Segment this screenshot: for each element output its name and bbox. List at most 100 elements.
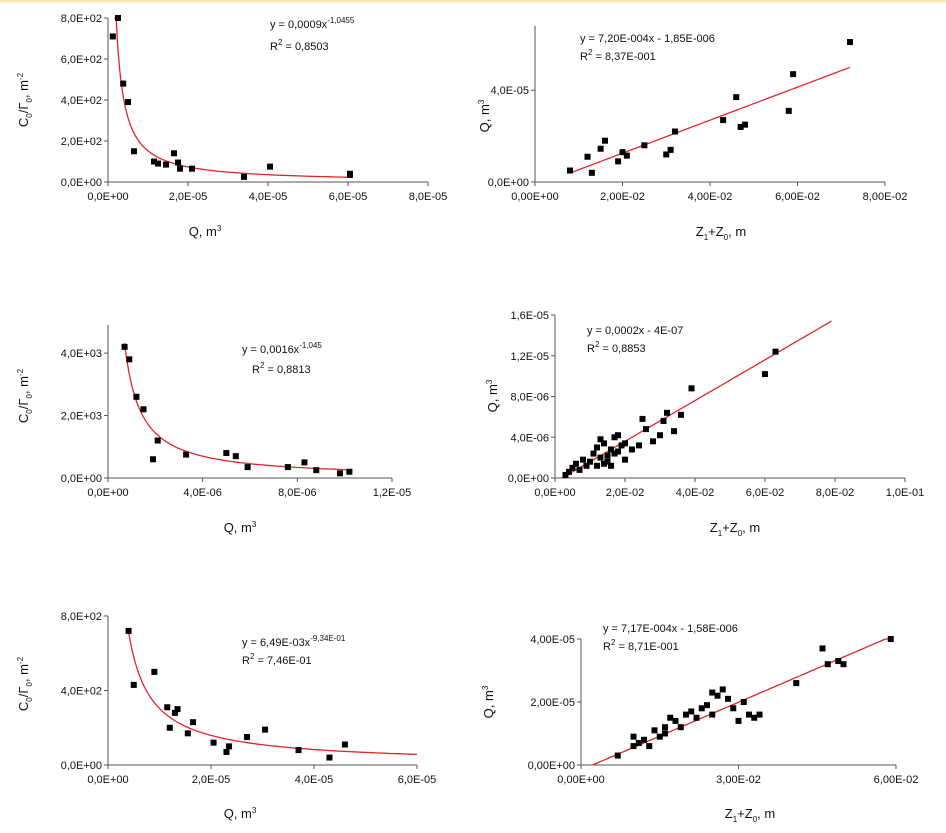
data-point <box>660 417 667 424</box>
data-point <box>125 99 131 106</box>
data-point <box>175 159 181 166</box>
data-point <box>184 730 191 737</box>
r-squared-label: R2 = 7,46E-01 <box>242 652 312 667</box>
data-point <box>677 724 684 731</box>
data-point <box>835 658 842 665</box>
data-point <box>725 695 731 702</box>
x-tick-label: 1,2E-05 <box>373 487 412 499</box>
data-point <box>597 436 604 443</box>
data-point <box>126 356 133 363</box>
data-point <box>847 39 853 46</box>
data-point <box>887 636 894 642</box>
data-point <box>623 152 630 159</box>
y-tick-label: 0,0E+00 <box>61 473 102 485</box>
data-point <box>587 458 593 465</box>
data-point <box>154 437 161 444</box>
x-tick-label: 6,0E-05 <box>329 191 368 203</box>
data-point <box>121 343 128 350</box>
data-point <box>155 160 161 167</box>
data-point <box>244 734 251 741</box>
r-squared-label: R2 = 0,8813 <box>252 361 311 376</box>
data-point <box>611 450 618 457</box>
data-point <box>646 743 653 750</box>
x-tick-label: 8,0E-05 <box>409 191 448 203</box>
trend-equation: y = 0,0016x-1,045 <box>242 341 322 356</box>
data-point <box>667 146 674 153</box>
x-axis-label: Q, m3 <box>224 806 257 821</box>
data-point <box>762 371 768 378</box>
y-tick-label: 0,0E+00 <box>61 177 102 189</box>
y-axis-label: Q, m3 <box>481 685 496 718</box>
data-point <box>164 704 171 711</box>
y-tick-label: 1,6E-05 <box>510 310 549 322</box>
y-tick-label: 6,0E+02 <box>61 54 102 66</box>
x-tick-label: 6,0E-02 <box>746 487 785 499</box>
data-point <box>301 459 308 466</box>
data-point <box>737 123 744 130</box>
top-border-line <box>0 0 946 2</box>
x-tick-label: 0,0E+00 <box>87 487 128 499</box>
data-point <box>347 170 353 177</box>
y-tick-label: 0,0E+00 <box>508 473 549 485</box>
data-point <box>597 145 604 152</box>
chart-panel-3: 0,0E+00 4,0E-06 8,0E-06 1,2E-05 0,0E+00 2,0E+… <box>0 300 473 540</box>
data-point <box>594 462 600 469</box>
data-point <box>672 128 678 135</box>
data-point <box>151 158 157 165</box>
trend-line <box>569 66 851 174</box>
data-point <box>730 705 737 712</box>
data-point <box>698 705 705 712</box>
data-point <box>166 724 173 731</box>
data-point <box>793 680 800 687</box>
x-axis-label: Q, m3 <box>224 520 257 535</box>
x-tick-label: 0,00E+00 <box>511 191 558 203</box>
r-squared-label: R2 = 0,8503 <box>270 38 329 53</box>
data-point <box>130 681 137 688</box>
x-tick-label: 4,0E-02 <box>676 487 715 499</box>
x-axis-label: Z1+Z0, m <box>725 806 775 824</box>
data-point <box>608 462 614 469</box>
y-tick-label: 2,00E-05 <box>530 697 575 709</box>
y-tick-label: 4,0E+02 <box>61 95 102 107</box>
x-tick-label: 8,0E-06 <box>278 487 317 499</box>
data-point <box>604 452 611 459</box>
data-point <box>663 151 670 158</box>
chart-panel-1: 0,0E+00 2,0E-05 4,0E-05 6,0E-05 8,0E-05 0,0E+… <box>0 4 473 244</box>
data-point <box>576 466 583 473</box>
y-axis-label: Q, m3 <box>485 379 500 412</box>
data-point <box>133 393 140 400</box>
chart-panel-6: 0,00E+00 3,00E-02 6,00E-02 0,00E+00 2,00E-05… <box>473 588 946 828</box>
data-point <box>688 385 695 392</box>
data-point <box>630 733 637 740</box>
data-point <box>210 739 217 746</box>
x-tick-label: 6,00E-02 <box>775 191 820 203</box>
x-tick-label: 0,0E+00 <box>87 774 128 786</box>
chart-svg: 0,0E+00 2,0E-05 4,0E-05 6,0E-05 8,0E-05 0,0E+… <box>16 13 448 239</box>
chart-svg: 0,0E+00 4,0E-06 8,0E-06 1,2E-05 0,0E+00 2,0E+… <box>16 325 412 535</box>
x-tick-label: 4,0E-05 <box>295 774 334 786</box>
x-tick-label: 6,00E-02 <box>874 774 919 786</box>
y-axis-label: C0/Γ0, m-2 <box>16 368 34 423</box>
chart-panel-5: 0,0E+00 2,0E-05 4,0E-05 6,0E-05 0,0E+00 4,0E+… <box>0 588 473 828</box>
y-axis-label: Q, m3 <box>477 99 492 132</box>
trend-equation: y = 6,49E-03x-9,34E-01 <box>242 634 346 649</box>
data-point <box>664 409 670 416</box>
data-point <box>785 107 792 114</box>
data-point <box>223 748 230 755</box>
data-point <box>643 426 649 433</box>
data-point <box>567 167 573 174</box>
x-tick-label: 8,00E-02 <box>863 191 908 203</box>
data-point <box>177 165 183 172</box>
y-tick-label: 4,0E+03 <box>61 348 102 360</box>
data-point <box>601 440 607 447</box>
data-point <box>140 406 147 413</box>
chart-panel-4: 0,0E+00 2,0E-02 4,0E-02 6,0E-02 8,0E-02 1,0E-… <box>473 300 946 540</box>
data-point <box>639 415 646 422</box>
data-point <box>569 464 576 471</box>
x-tick-label: 0,0E+00 <box>534 487 575 499</box>
data-point <box>295 747 302 754</box>
x-tick-label: 1,0E-01 <box>886 487 925 499</box>
data-point <box>241 173 247 180</box>
data-point <box>840 661 847 668</box>
data-point <box>772 348 779 355</box>
